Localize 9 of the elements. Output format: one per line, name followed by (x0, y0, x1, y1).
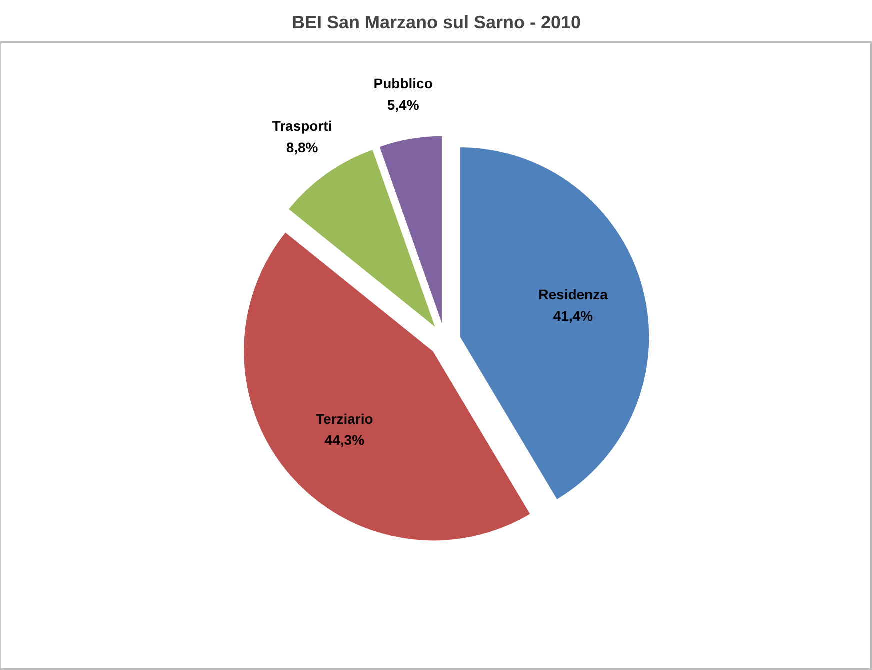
slice-label: Trasporti (272, 118, 332, 134)
slice-label: Terziario (316, 410, 374, 427)
data-label: 8,8% (286, 139, 319, 156)
data-label: 41,4% (553, 308, 594, 324)
slice-label: Residenza (538, 286, 608, 303)
chart-title: BEI San Marzano sul Sarno - 2010 (292, 12, 582, 32)
slice-label: Pubblico (374, 76, 433, 92)
data-label: 5,4% (387, 96, 420, 113)
data-label: 44,3% (324, 432, 366, 448)
